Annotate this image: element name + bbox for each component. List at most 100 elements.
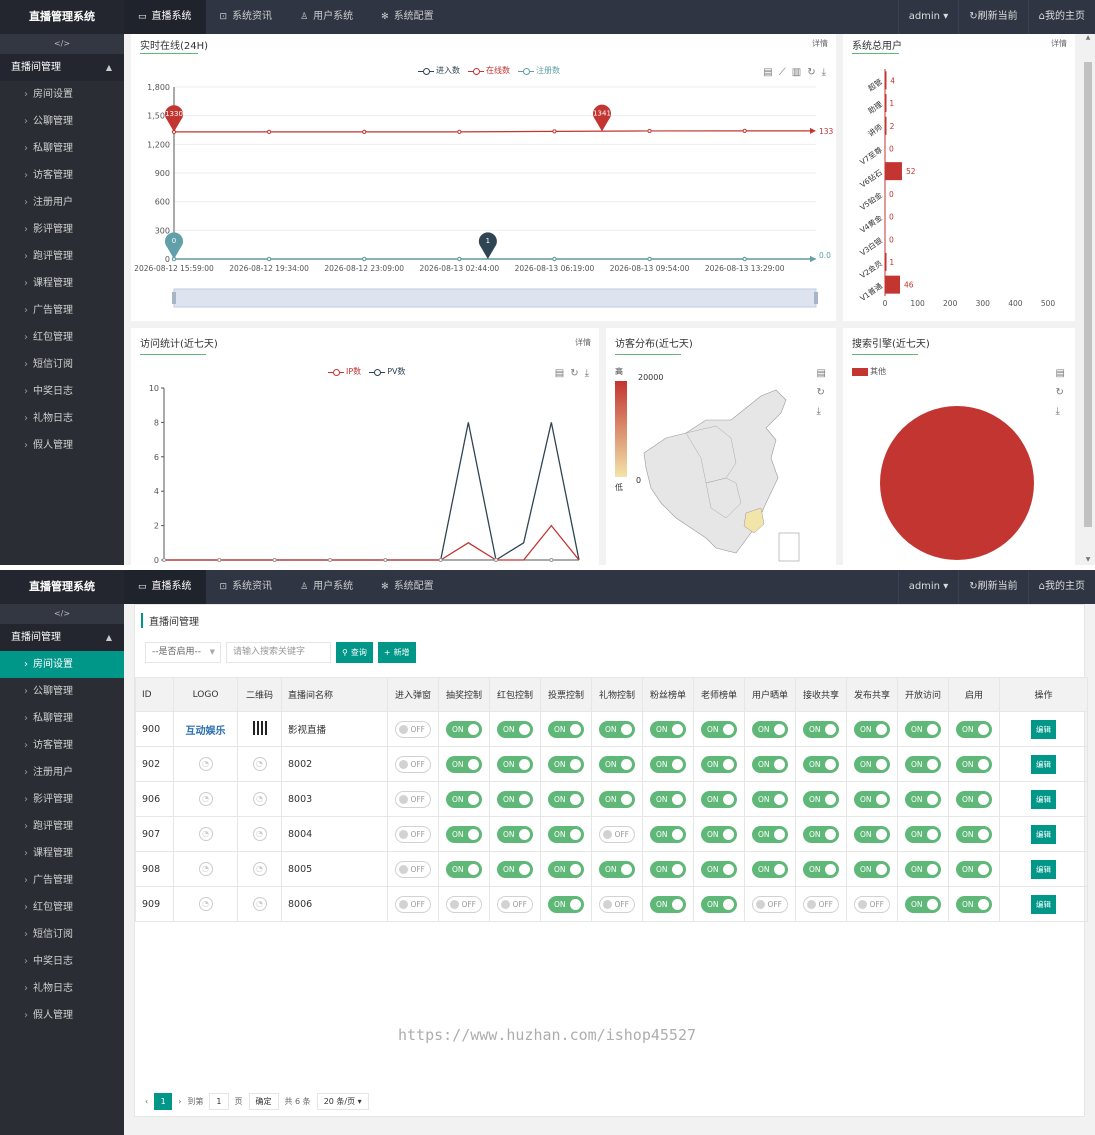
toggle-switch[interactable]: ON [956,790,992,808]
toggle-switch[interactable]: OFF [395,895,431,913]
toggle-switch[interactable]: ON [650,755,686,773]
toggle-switch[interactable]: ON [599,755,635,773]
edit-button[interactable]: 编辑 [1031,894,1056,914]
toggle-switch[interactable]: ON [650,895,686,913]
toggle-switch[interactable]: ON [446,790,482,808]
sidebar-item[interactable]: › 广告管理 [0,867,124,894]
toggle-switch[interactable]: ON [548,755,584,773]
download-icon[interactable]: ⤓ [584,368,589,379]
sidebar-item[interactable]: › 访客管理 [0,162,124,189]
toggle-switch[interactable]: OFF [599,825,635,843]
data-view-icon[interactable]: ▤ [816,368,826,379]
toggle-switch[interactable]: ON [497,825,533,843]
toggle-switch[interactable]: ON [701,790,737,808]
sidebar-item[interactable]: › 私聊管理 [0,135,124,162]
toggle-switch[interactable]: ON [497,720,533,738]
more-link[interactable]: 详情 [1051,39,1067,48]
scroll-thumb[interactable] [1084,62,1092,527]
toggle-switch[interactable]: ON [446,755,482,773]
sidebar-toggle[interactable]: </> [0,34,124,54]
toggle-switch[interactable]: ON [854,860,890,878]
toggle-switch[interactable]: OFF [752,895,788,913]
more-link[interactable]: 详情 [575,338,591,347]
download-icon[interactable]: ⤓ [821,67,826,78]
sidebar-item[interactable]: › 房间设置 [0,651,124,678]
per-page-select[interactable]: 20 条/页 ▾ [316,1093,369,1110]
edit-button[interactable]: 编辑 [1031,789,1056,809]
toggle-switch[interactable]: ON [701,825,737,843]
sidebar-item[interactable]: › 假人管理 [0,1002,124,1029]
toggle-switch[interactable]: OFF [395,755,431,773]
sidebar-item[interactable]: › 访客管理 [0,732,124,759]
toggle-switch[interactable]: ON [548,895,584,913]
toggle-switch[interactable]: OFF [446,895,482,913]
toggle-switch[interactable]: OFF [395,790,431,808]
sidebar-item[interactable]: › 公聊管理 [0,108,124,135]
sidebar-item[interactable]: › 房间设置 [0,81,124,108]
restore-icon[interactable]: ↻ [816,387,825,398]
toggle-switch[interactable]: OFF [395,825,431,843]
toggle-switch[interactable]: ON [854,825,890,843]
toggle-switch[interactable]: ON [548,825,584,843]
toggle-switch[interactable]: ON [497,860,533,878]
toggle-switch[interactable]: OFF [497,895,533,913]
prev-page-icon[interactable]: ‹ [145,1097,149,1106]
admin-menu[interactable]: admin ▾ [897,0,959,34]
toggle-switch[interactable]: ON [599,860,635,878]
toggle-switch[interactable]: ON [956,720,992,738]
toggle-switch[interactable]: ON [803,755,839,773]
more-link[interactable]: 详情 [812,39,828,48]
legend-entry[interactable]: IP数 [328,366,361,377]
sidebar-item[interactable]: › 礼物日志 [0,975,124,1002]
toggle-switch[interactable]: ON [905,720,941,738]
toggle-switch[interactable]: ON [599,790,635,808]
toggle-switch[interactable]: ON [854,755,890,773]
toggle-switch[interactable]: ON [803,720,839,738]
refresh-button[interactable]: ↻刷新当前 [958,570,1027,604]
edit-button[interactable]: 编辑 [1031,754,1056,774]
confirm-button[interactable]: 确定 [248,1093,279,1110]
restore-icon[interactable]: ↻ [570,368,579,379]
toggle-switch[interactable]: ON [905,755,941,773]
admin-menu[interactable]: admin ▾ [897,570,959,604]
data-view-icon[interactable]: ▤ [554,368,565,379]
toggle-switch[interactable]: ON [701,895,737,913]
toggle-switch[interactable]: ON [905,825,941,843]
sidebar-item[interactable]: › 注册用户 [0,189,124,216]
data-view-icon[interactable]: ▤ [1055,368,1065,379]
toggle-switch[interactable]: ON [497,790,533,808]
nav-users[interactable]: ♙ 用户系统 [286,570,367,604]
bar-switch-icon[interactable]: ▥ [791,67,802,78]
goto-page-input[interactable]: 1 [209,1093,229,1110]
legend-entry[interactable]: 在线数 [468,65,510,76]
sidebar-item[interactable]: › 课程管理 [0,840,124,867]
legend-entry[interactable]: 进入数 [418,65,460,76]
line-switch-icon[interactable]: ⟋ [778,67,786,78]
sidebar-toggle[interactable]: </> [0,604,124,624]
home-button[interactable]: ⌂我的主页 [1027,0,1095,34]
sidebar-item[interactable]: › 短信订阅 [0,351,124,378]
sidebar-item[interactable]: › 课程管理 [0,270,124,297]
toggle-switch[interactable]: ON [854,720,890,738]
toggle-switch[interactable]: ON [803,860,839,878]
sidebar-item[interactable]: › 公聊管理 [0,678,124,705]
toggle-switch[interactable]: ON [803,790,839,808]
legend-entry[interactable]: 注册数 [518,65,560,76]
toggle-switch[interactable]: ON [650,720,686,738]
nav-config[interactable]: ✻ 系统配置 [367,570,448,604]
edit-button[interactable]: 编辑 [1031,859,1056,879]
enabled-select[interactable]: --是否启用-- ▼ [145,642,221,663]
toggle-switch[interactable]: OFF [395,860,431,878]
toggle-switch[interactable]: ON [752,825,788,843]
toggle-switch[interactable]: ON [599,720,635,738]
toggle-switch[interactable]: ON [956,895,992,913]
nav-news[interactable]: ⊡ 系统资讯 [206,0,287,34]
current-page[interactable]: 1 [154,1093,173,1110]
sidebar-item[interactable]: › 注册用户 [0,759,124,786]
toggle-switch[interactable]: ON [905,895,941,913]
restore-icon[interactable]: ↻ [1055,387,1064,398]
toggle-switch[interactable]: ON [956,755,992,773]
search-input[interactable]: 请输入搜索关键字 [226,642,331,663]
sidebar-item[interactable]: › 跑评管理 [0,243,124,270]
toggle-switch[interactable]: ON [497,755,533,773]
